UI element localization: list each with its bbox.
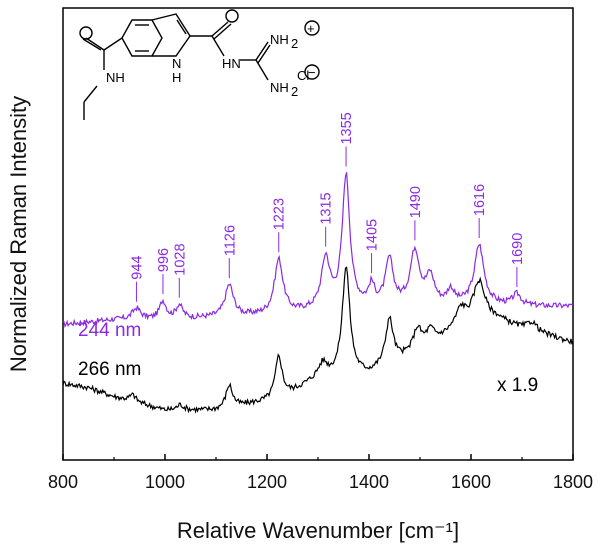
- peak-label: 1490: [408, 186, 424, 218]
- series-266nm-line: [62, 266, 574, 414]
- mol-label-cl: Cl: [297, 68, 309, 83]
- molecule-structure: [79, 9, 320, 120]
- mol-label-h-indole: H: [172, 70, 181, 85]
- mol-label-nh2: NH: [270, 80, 289, 95]
- x-tick-label: 1200: [247, 472, 287, 492]
- peak-label: 1028: [172, 243, 188, 275]
- x-axis-title: Relative Wavenumber [cm⁻¹]: [177, 518, 459, 543]
- mol-label-n-indole: N: [172, 56, 181, 71]
- mol-label-plus: +: [307, 21, 315, 36]
- peak-label: 1690: [510, 233, 526, 265]
- molecule-labels: NH N H HN NH 2 + NH 2 Cl −: [106, 21, 316, 99]
- x-tick-label: 1000: [145, 472, 185, 492]
- peak-label: 1616: [472, 184, 488, 216]
- legend-266nm: 266 nm: [78, 359, 141, 380]
- legend-244nm: 244 nm: [78, 320, 141, 341]
- y-axis-title: Normalized Raman Intensity: [6, 96, 31, 372]
- mol-label-nh2-plus: NH: [270, 32, 289, 47]
- peak-label: 1315: [319, 192, 335, 224]
- mol-label-nh-amide: NH: [106, 70, 125, 85]
- peak-label: 944: [129, 256, 145, 280]
- x-axis-tick-labels: 800 1000 1200 1400 1600 1800: [48, 472, 593, 492]
- x-tick-label: 1400: [349, 472, 389, 492]
- mol-label-hn: HN: [222, 56, 241, 71]
- mol-label-sub-2b: 2: [291, 84, 298, 99]
- peak-label: 996: [156, 248, 172, 272]
- x-tick-label: 1800: [553, 472, 593, 492]
- peak-labels: 944 996 1028 1126 1223 1315 1355 1405 1490 1616 16…: [129, 112, 526, 302]
- peak-label: 1355: [339, 112, 355, 144]
- peak-label: 1126: [222, 225, 238, 256]
- peak-label: 1223: [272, 198, 288, 230]
- x-axis-ticks: [62, 454, 574, 460]
- scale-annotation: x 1.9: [497, 375, 538, 396]
- x-tick-label: 1600: [451, 472, 491, 492]
- pyrrole-ring: [151, 13, 191, 57]
- mol-label-minus: −: [308, 65, 316, 80]
- mol-label-sub-2a: 2: [291, 36, 298, 51]
- peak-label: 1405: [365, 219, 381, 251]
- series-244nm-line: [62, 172, 574, 328]
- x-tick-label: 800: [48, 472, 78, 492]
